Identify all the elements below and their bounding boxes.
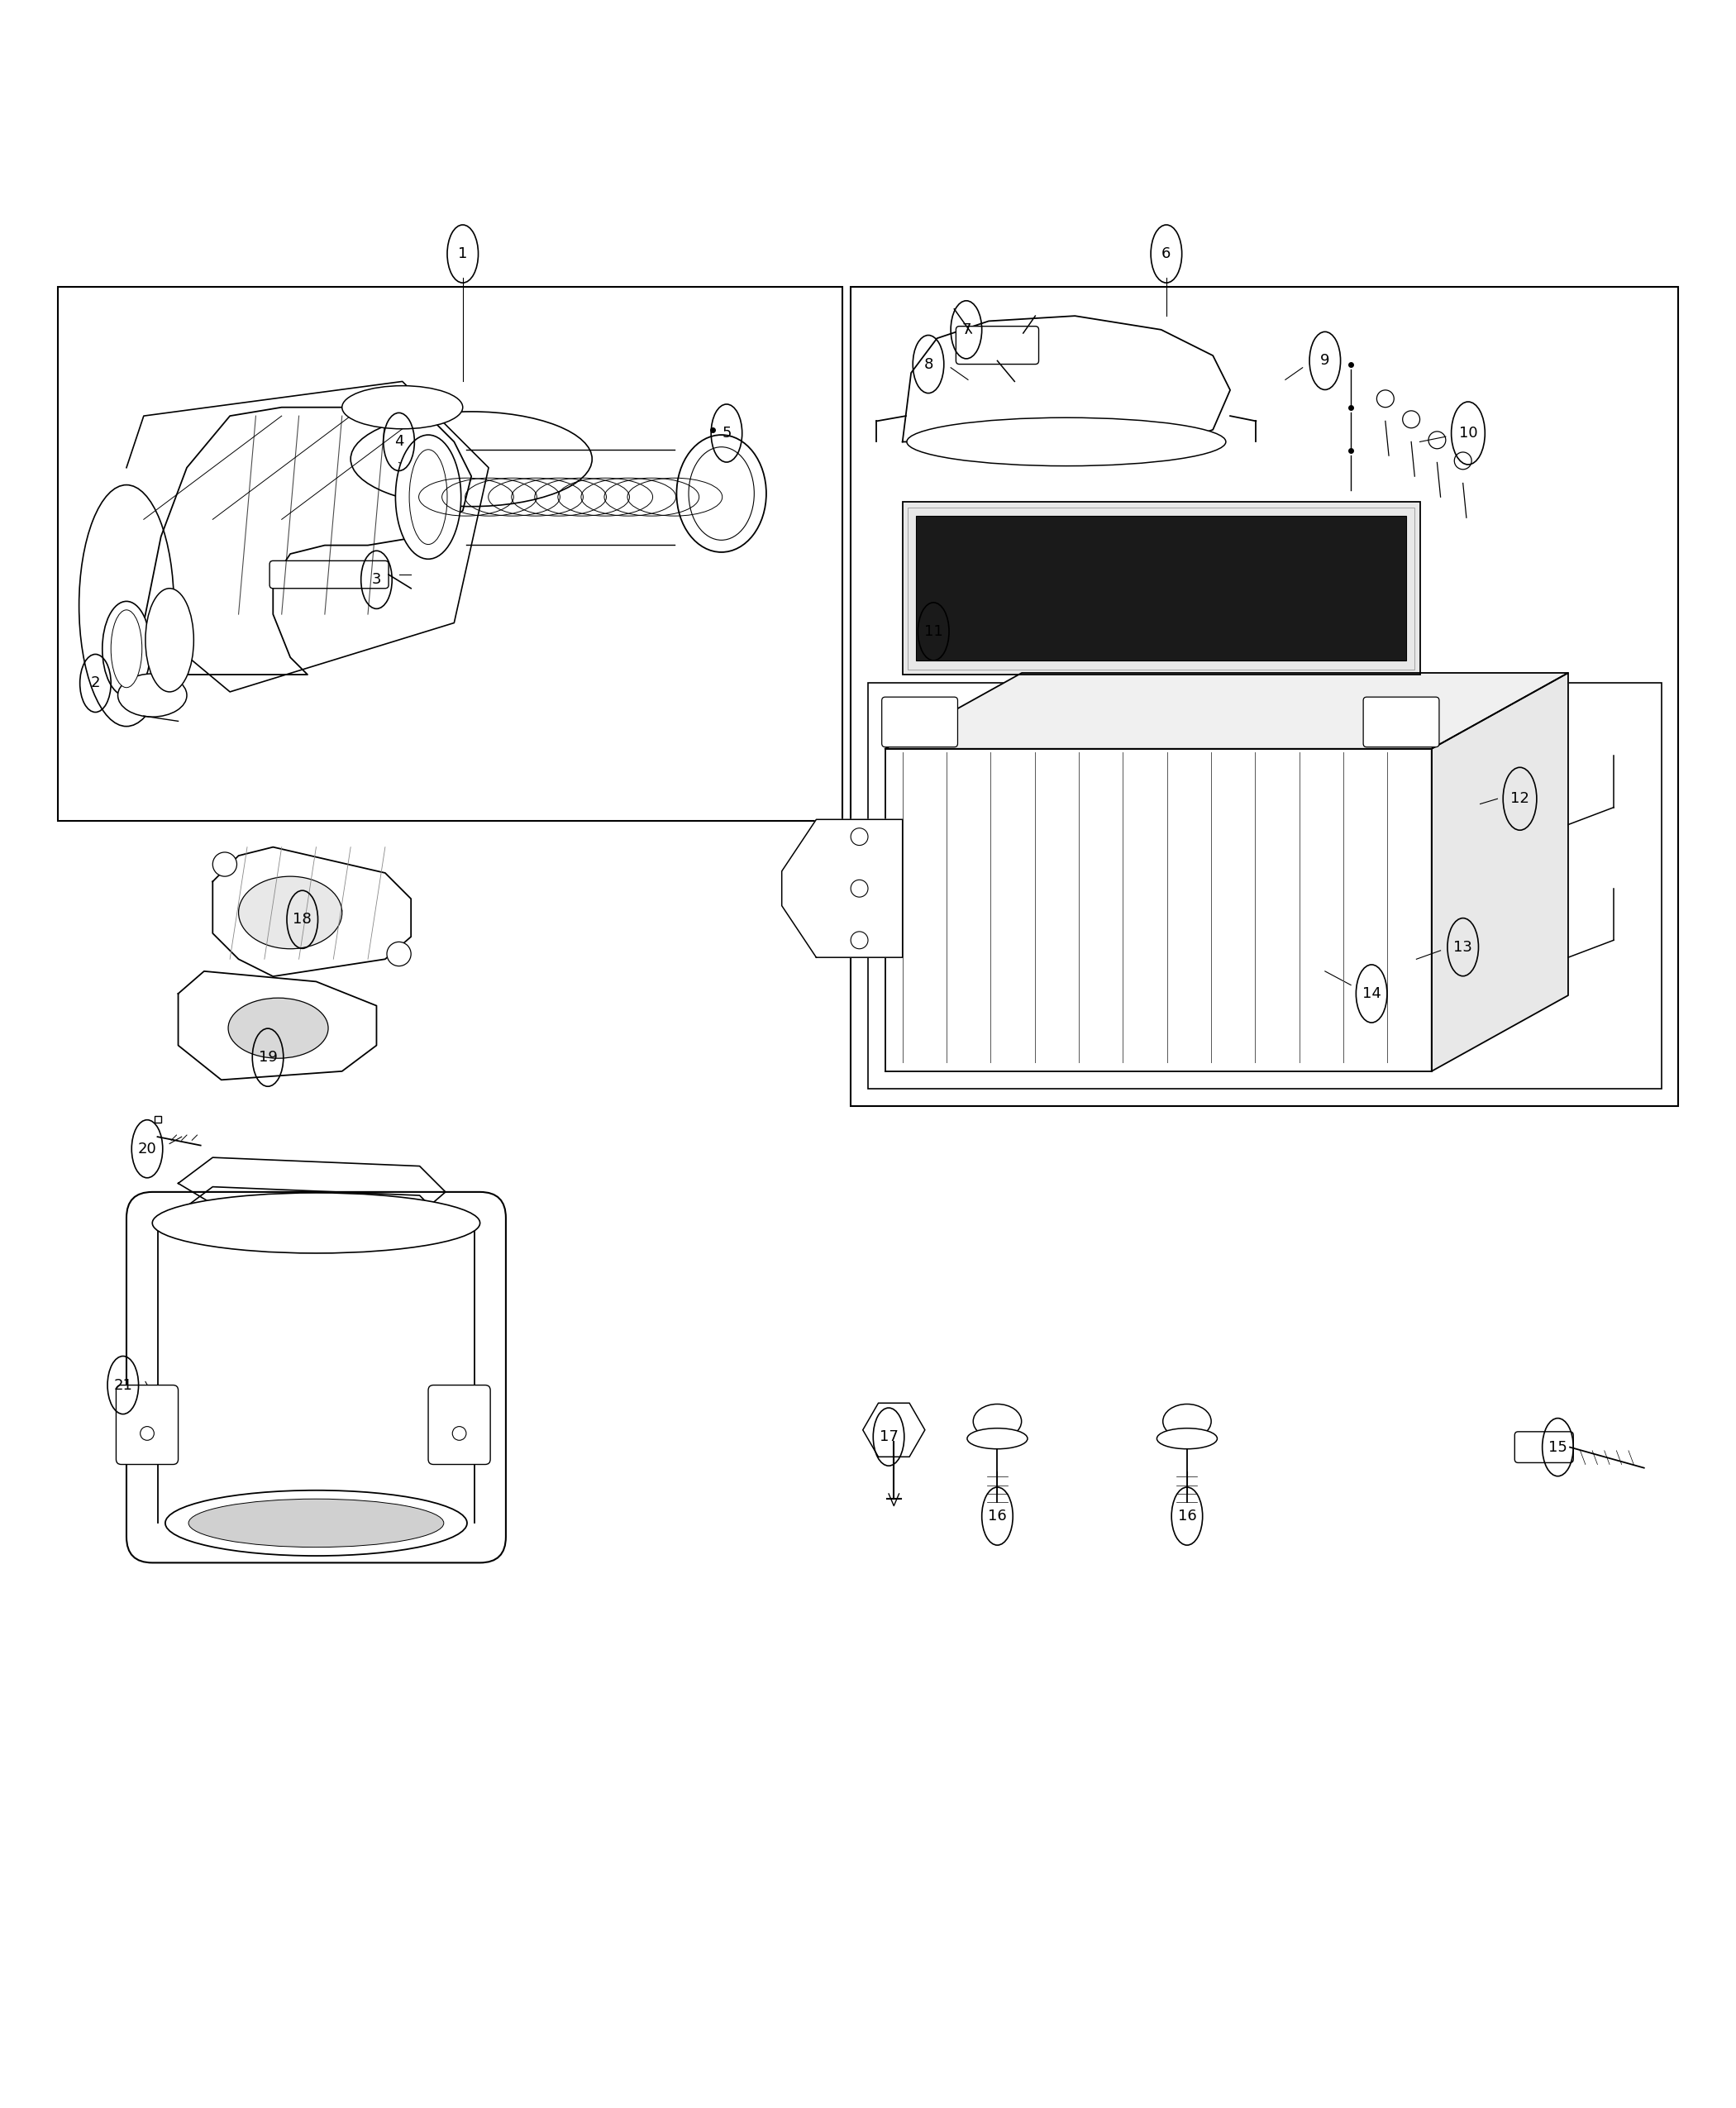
Bar (917, 516, 1406, 660)
Bar (903, 502, 1420, 675)
Text: 19: 19 (259, 1050, 278, 1065)
Polygon shape (144, 407, 472, 675)
Text: 3: 3 (372, 571, 382, 588)
Text: 6: 6 (1161, 247, 1172, 261)
Polygon shape (1432, 672, 1568, 1071)
Text: 12: 12 (1510, 790, 1529, 805)
Text: 5: 5 (722, 426, 731, 441)
Polygon shape (903, 316, 1231, 443)
Circle shape (851, 828, 868, 845)
FancyBboxPatch shape (116, 1385, 179, 1465)
Ellipse shape (227, 997, 328, 1058)
Circle shape (387, 942, 411, 965)
Bar (908, 508, 1415, 670)
Ellipse shape (189, 1499, 444, 1547)
FancyBboxPatch shape (127, 1191, 505, 1562)
Text: 16: 16 (988, 1509, 1007, 1524)
FancyBboxPatch shape (1516, 1431, 1573, 1463)
Text: 11: 11 (924, 624, 943, 639)
Ellipse shape (1156, 1429, 1217, 1448)
Circle shape (851, 932, 868, 949)
Text: 21: 21 (113, 1379, 132, 1393)
Polygon shape (467, 449, 675, 544)
Circle shape (851, 879, 868, 898)
Text: 15: 15 (1549, 1440, 1568, 1455)
Polygon shape (863, 1404, 925, 1457)
Ellipse shape (153, 1193, 479, 1252)
Polygon shape (885, 672, 1568, 748)
Ellipse shape (102, 601, 151, 696)
Ellipse shape (906, 417, 1226, 466)
Ellipse shape (974, 1404, 1021, 1438)
Polygon shape (214, 847, 411, 976)
Circle shape (214, 852, 236, 877)
Text: 7: 7 (962, 323, 970, 337)
Ellipse shape (689, 447, 753, 540)
Text: 16: 16 (1177, 1509, 1196, 1524)
Text: 9: 9 (1321, 354, 1330, 369)
Polygon shape (179, 1187, 446, 1244)
Ellipse shape (1163, 1404, 1212, 1438)
Bar (851, 287, 1679, 1107)
Ellipse shape (165, 1490, 467, 1556)
FancyBboxPatch shape (429, 1385, 490, 1465)
Text: 17: 17 (878, 1429, 898, 1444)
Polygon shape (781, 820, 903, 957)
Text: 4: 4 (394, 434, 404, 449)
Ellipse shape (342, 386, 464, 428)
Text: 10: 10 (1458, 426, 1477, 441)
Text: 13: 13 (1453, 940, 1472, 955)
Ellipse shape (967, 1429, 1028, 1448)
Polygon shape (179, 972, 377, 1079)
FancyBboxPatch shape (882, 698, 958, 746)
Ellipse shape (677, 434, 766, 552)
Text: 20: 20 (137, 1140, 156, 1157)
Ellipse shape (396, 434, 462, 559)
Polygon shape (885, 748, 1432, 1071)
FancyBboxPatch shape (269, 561, 389, 588)
Ellipse shape (118, 675, 187, 717)
FancyBboxPatch shape (957, 327, 1038, 365)
Polygon shape (179, 1157, 446, 1214)
Text: 14: 14 (1363, 987, 1382, 1001)
Ellipse shape (410, 449, 448, 544)
Bar (868, 683, 1661, 1088)
Ellipse shape (111, 609, 142, 687)
Text: 2: 2 (90, 677, 101, 691)
Text: 1: 1 (458, 247, 467, 261)
Polygon shape (127, 382, 488, 691)
Text: 8: 8 (924, 356, 932, 371)
Ellipse shape (146, 588, 194, 691)
Text: 18: 18 (293, 913, 312, 928)
FancyBboxPatch shape (1363, 698, 1439, 746)
Ellipse shape (238, 877, 342, 949)
Bar (57, 287, 842, 822)
